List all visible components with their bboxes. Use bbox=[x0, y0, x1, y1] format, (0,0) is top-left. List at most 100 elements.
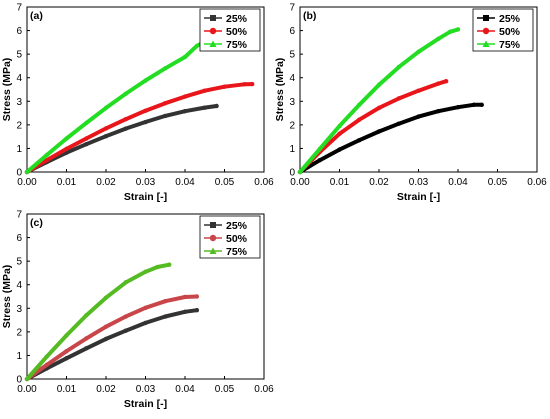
data-point bbox=[436, 108, 441, 114]
x-tick-label: 0.03 bbox=[136, 177, 156, 188]
y-tick-label: 1 bbox=[289, 144, 295, 155]
y-tick-label: 6 bbox=[16, 26, 22, 37]
data-point bbox=[396, 64, 401, 70]
x-tick-label: 0.04 bbox=[175, 177, 195, 188]
data-point bbox=[103, 295, 109, 300]
legend-marker-circle bbox=[482, 27, 490, 35]
x-tick-label: 0.01 bbox=[57, 384, 77, 395]
x-tick-label: 0.03 bbox=[136, 384, 156, 395]
data-point bbox=[357, 117, 362, 122]
y-tick-label: 0 bbox=[16, 168, 22, 179]
legend-label: 75% bbox=[226, 246, 248, 258]
data-point bbox=[24, 169, 30, 175]
chart-panel-2: 0.00 0.01 0.02 0.03 0.04 0.05 0.06 0 1 2 3 4 5 6 7 Stra… bbox=[1, 210, 274, 411]
data-point bbox=[222, 84, 227, 89]
legend-label: 25% bbox=[226, 220, 248, 232]
series-line-2 bbox=[298, 27, 460, 174]
data-point bbox=[396, 121, 401, 126]
x-tick-label: 0.00 bbox=[17, 177, 37, 188]
data-point bbox=[24, 376, 30, 382]
chart-panel-1: 0.00 0.01 0.02 0.03 0.04 0.05 0.06 0 1 2 3 4 5 6 7 Stra… bbox=[274, 3, 547, 204]
y-tick-label: 5 bbox=[16, 50, 22, 61]
x-tick-label: 0.00 bbox=[17, 384, 37, 395]
data-point bbox=[416, 114, 421, 119]
legend-marker-triangle bbox=[209, 247, 217, 254]
data-point bbox=[376, 129, 382, 134]
y-tick-label: 6 bbox=[16, 233, 22, 244]
data-point bbox=[155, 264, 160, 270]
data-point bbox=[357, 102, 362, 108]
data-point bbox=[84, 336, 89, 341]
legend-marker-circle bbox=[209, 234, 217, 242]
data-point bbox=[64, 348, 69, 354]
legend-marker-square bbox=[210, 15, 216, 21]
x-tick-label: 0.05 bbox=[215, 177, 235, 188]
data-point bbox=[376, 105, 382, 111]
data-point bbox=[249, 81, 255, 87]
data-point bbox=[163, 113, 168, 119]
data-point bbox=[194, 294, 200, 299]
data-point bbox=[143, 108, 148, 113]
data-point bbox=[337, 123, 342, 129]
data-point bbox=[447, 29, 453, 34]
y-tick-label: 7 bbox=[289, 3, 295, 14]
data-point bbox=[182, 294, 188, 300]
legend-label: 25% bbox=[226, 13, 248, 25]
legend-marker-circle bbox=[209, 27, 217, 35]
data-point bbox=[242, 82, 247, 87]
x-axis-label: Strain [-] bbox=[124, 398, 167, 410]
data-point bbox=[143, 269, 148, 274]
data-point bbox=[44, 362, 49, 368]
data-point bbox=[84, 141, 89, 147]
data-point bbox=[337, 131, 342, 137]
data-point bbox=[416, 49, 421, 54]
series-line-1 bbox=[25, 82, 255, 174]
y-tick-label: 2 bbox=[16, 327, 22, 338]
legend-marker-square bbox=[483, 15, 489, 21]
data-point bbox=[143, 305, 148, 311]
x-tick-label: 0.06 bbox=[254, 384, 274, 395]
data-point bbox=[297, 169, 303, 175]
data-point bbox=[163, 100, 168, 106]
data-point bbox=[84, 136, 89, 141]
y-tick-label: 2 bbox=[16, 120, 22, 131]
data-point bbox=[163, 66, 168, 71]
y-tick-label: 1 bbox=[16, 144, 22, 155]
legend-label: 50% bbox=[226, 233, 248, 245]
data-point bbox=[202, 88, 207, 93]
data-point bbox=[337, 147, 342, 152]
data-point bbox=[163, 314, 168, 319]
y-axis-label: Stress (MPa) bbox=[274, 58, 286, 122]
y-tick-label: 7 bbox=[16, 210, 22, 221]
data-point bbox=[123, 280, 128, 285]
series-line-2 bbox=[25, 39, 207, 174]
legend-label: 50% bbox=[499, 26, 521, 38]
data-point bbox=[471, 102, 476, 108]
data-point bbox=[455, 27, 461, 32]
data-point bbox=[103, 324, 109, 329]
data-point bbox=[123, 126, 128, 131]
x-tick-label: 0.05 bbox=[488, 177, 508, 188]
legend-label: 75% bbox=[499, 39, 521, 51]
data-point bbox=[84, 313, 89, 318]
x-tick-label: 0.06 bbox=[527, 177, 547, 188]
data-point bbox=[194, 307, 200, 313]
data-point bbox=[123, 314, 128, 319]
data-point bbox=[84, 346, 89, 351]
x-tick-label: 0.00 bbox=[290, 177, 310, 188]
data-point bbox=[443, 79, 449, 84]
y-axis-label: Stress (MPa) bbox=[1, 58, 13, 122]
data-point bbox=[64, 146, 69, 152]
chart-panel-0: 0.00 0.01 0.02 0.03 0.04 0.05 0.06 0 1 2 3 4 5 6 7 Stra… bbox=[1, 3, 274, 204]
legend-label: 75% bbox=[226, 39, 248, 51]
x-tick-label: 0.06 bbox=[254, 177, 274, 188]
data-point bbox=[143, 119, 148, 125]
y-tick-label: 0 bbox=[16, 375, 22, 386]
x-tick-label: 0.05 bbox=[215, 384, 235, 395]
data-point bbox=[103, 126, 109, 131]
data-point bbox=[436, 81, 441, 86]
y-tick-label: 0 bbox=[289, 168, 295, 179]
data-point bbox=[64, 356, 69, 361]
data-point bbox=[182, 94, 188, 99]
legend-marker-triangle bbox=[482, 40, 490, 47]
